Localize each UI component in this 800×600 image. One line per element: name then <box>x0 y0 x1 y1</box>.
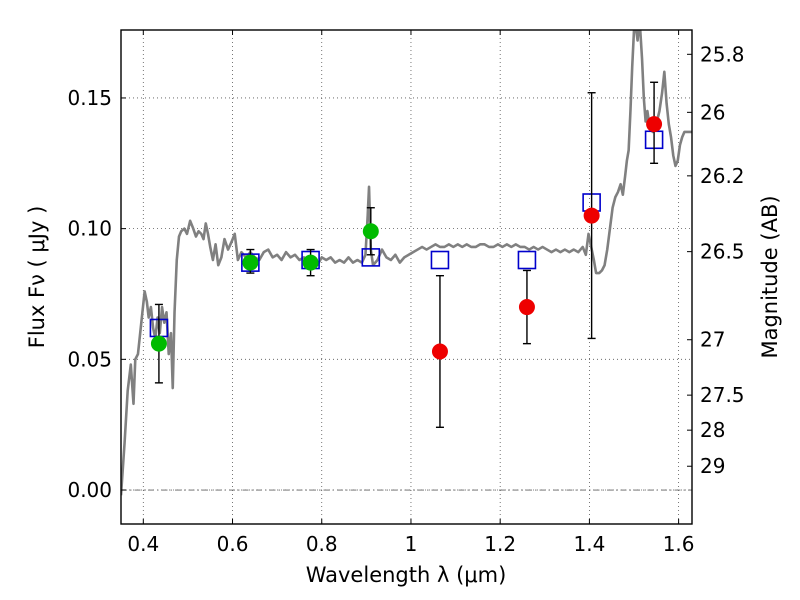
y-tick-label: 0.10 <box>67 217 112 241</box>
mag-tick-label: 28 <box>700 418 725 442</box>
y-tick-label: 0.15 <box>67 86 112 110</box>
green-data-point <box>362 223 379 240</box>
mag-tick-label: 26.2 <box>700 164 745 188</box>
red-data-point <box>518 299 535 316</box>
plot-frame <box>120 29 693 525</box>
errorbar-layer <box>150 81 663 428</box>
x-tick-label: 0.6 <box>217 532 249 556</box>
red-data-point <box>646 116 663 133</box>
y2-axis-title: Magnitude (AB) <box>758 195 782 358</box>
green-data-point <box>242 254 259 271</box>
green-data-point <box>150 335 167 352</box>
green-data-point <box>302 254 319 271</box>
axes: 0.4 0.6 0.8 1 1.2 1.4 1.6 0.00 0.05 0.10 0.15 25.8 2… <box>67 30 745 556</box>
x-tick-label: 1.6 <box>663 532 695 556</box>
red-data-point <box>431 343 448 360</box>
x-tick-label: 1 <box>405 532 418 556</box>
y-tick-label: 0.00 <box>67 478 112 502</box>
x-tick-label: 1.2 <box>484 532 516 556</box>
y-axis-title: Flux Fν ( μJy ) <box>25 206 49 349</box>
model-box <box>517 250 537 270</box>
mag-tick-label: 29 <box>700 454 725 478</box>
red-data-point <box>583 207 600 224</box>
model-box <box>430 250 450 270</box>
x-tick-label: 0.8 <box>306 532 338 556</box>
mag-tick-label: 26.5 <box>700 240 745 264</box>
sed-model-curve <box>121 30 692 496</box>
mag-tick-label: 25.8 <box>700 42 745 66</box>
x-tick-label: 1.4 <box>573 532 605 556</box>
x-axis-title: Wavelength λ (μm) <box>306 563 507 587</box>
mag-tick-label: 27.5 <box>700 383 745 407</box>
plot-area <box>121 30 692 524</box>
mag-tick-label: 27 <box>700 328 725 352</box>
y-tick-label: 0.05 <box>67 347 112 371</box>
x-tick-label: 0.4 <box>127 532 159 556</box>
mag-tick-label: 26 <box>700 100 725 124</box>
